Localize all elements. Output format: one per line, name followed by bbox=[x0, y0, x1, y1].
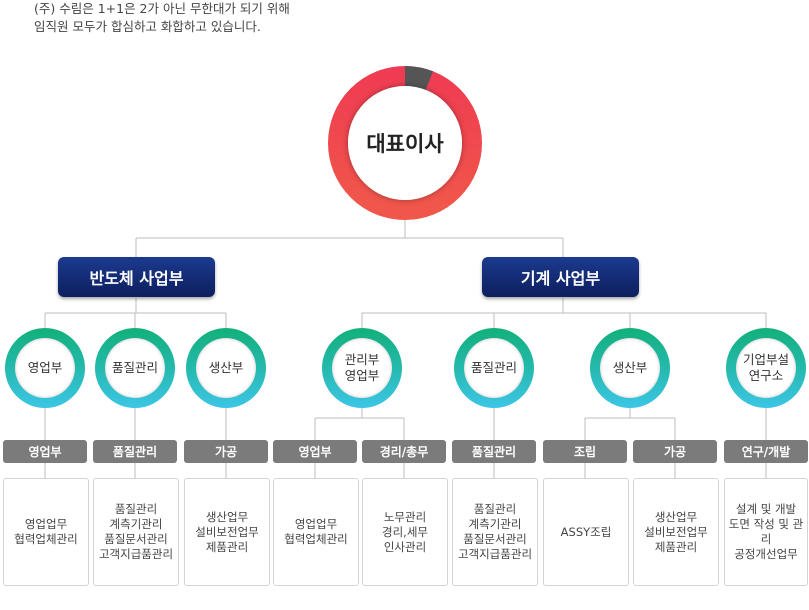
division-machinery: 기계 사업부 bbox=[482, 257, 639, 297]
dept-production-label: 생산부 bbox=[196, 338, 256, 398]
tag-accounting: 경리/총무 bbox=[362, 440, 446, 463]
dept-quality-2-label: 품질관리 bbox=[464, 338, 524, 398]
intro-line-2: 임직원 모두가 합심하고 화합하고 있습니다. bbox=[34, 19, 261, 34]
dept-research-label: 기업부설 연구소 bbox=[736, 338, 796, 398]
intro-text: (주) 수림은 1+1은 2가 아닌 무한대가 되기 위해 임직원 모두가 합심… bbox=[34, 0, 290, 36]
dept-quality-label: 품질관리 bbox=[105, 338, 165, 398]
task-box-assembly: ASSY조립 bbox=[543, 478, 629, 586]
tag-quality-2: 품질관리 bbox=[452, 440, 536, 463]
intro-line-1: (주) 수림은 1+1은 2가 아닌 무한대가 되기 위해 bbox=[34, 1, 290, 16]
tag-sales-2: 영업부 bbox=[273, 440, 357, 463]
task-box-quality: 품질관리 계측기관리 품질문서관리 고객지급품관리 bbox=[93, 478, 179, 586]
task-box-machining: 생산업무 설비보전업무 제품관리 bbox=[184, 478, 270, 586]
dept-production-2-label: 생산부 bbox=[600, 338, 660, 398]
ceo-label: 대표이사 bbox=[348, 86, 462, 200]
task-box-machining-2: 생산업무 설비보전업무 제품관리 bbox=[633, 478, 719, 586]
ceo-node: 대표이사 bbox=[328, 66, 482, 220]
tag-machining-2: 가공 bbox=[633, 440, 717, 463]
dept-sales-node: 영업부 bbox=[5, 328, 85, 408]
tag-quality: 품질관리 bbox=[93, 440, 177, 463]
tag-sales: 영업부 bbox=[3, 440, 87, 463]
dept-sales-label: 영업부 bbox=[15, 338, 75, 398]
division-semiconductor: 반도체 사업부 bbox=[58, 257, 215, 297]
tag-machining: 가공 bbox=[184, 440, 268, 463]
dept-admin-label: 관리부 영업부 bbox=[332, 338, 392, 398]
task-box-accounting: 노무관리 경리,세무 인사관리 bbox=[362, 478, 448, 586]
dept-production-2-node: 생산부 bbox=[590, 328, 670, 408]
dept-admin-node: 관리부 영업부 bbox=[322, 328, 402, 408]
task-box-research: 설계 및 개발 도면 작성 및 관리 공정개선업무 bbox=[724, 478, 808, 586]
dept-quality-2-node: 품질관리 bbox=[454, 328, 534, 408]
dept-production-node: 생산부 bbox=[186, 328, 266, 408]
dept-quality-node: 품질관리 bbox=[95, 328, 175, 408]
dept-research-node: 기업부설 연구소 bbox=[726, 328, 806, 408]
task-box-sales-2: 영업업무 협력업체관리 bbox=[273, 478, 359, 586]
ceo-ring bbox=[328, 66, 482, 220]
task-box-quality-2: 품질관리 계측기관리 품질문서관리 고객지급품관리 bbox=[452, 478, 538, 586]
task-box-sales: 영업업무 협력업체관리 bbox=[3, 478, 89, 586]
tag-assembly: 조립 bbox=[543, 440, 627, 463]
tag-research: 연구/개발 bbox=[724, 440, 808, 463]
